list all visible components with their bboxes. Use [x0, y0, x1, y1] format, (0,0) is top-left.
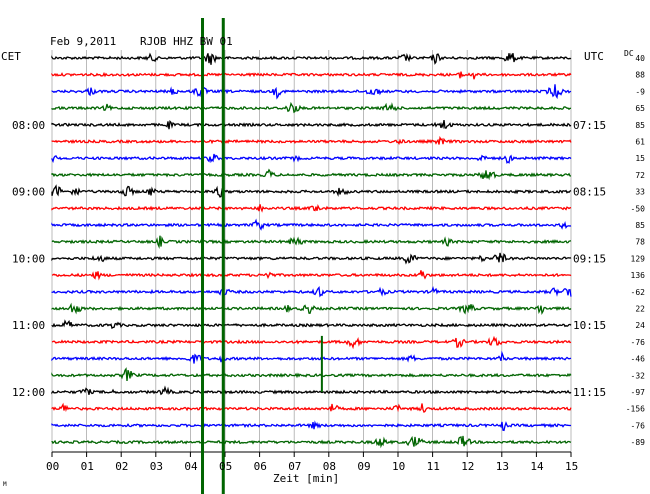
- chart-title-date: Feb 9,2011: [50, 35, 116, 48]
- x-tick-label-05: 05: [219, 460, 232, 473]
- trace-row-6: [51, 153, 572, 164]
- dc-offset-row-3: 65: [635, 104, 645, 113]
- trace-row-19: [51, 367, 572, 381]
- x-tick-label-11: 11: [427, 460, 440, 473]
- trace-row-21: [51, 402, 572, 413]
- dc-offset-row-7: 72: [635, 171, 645, 180]
- x-tick-label-00: 00: [46, 460, 59, 473]
- x-tick-label-13: 13: [496, 460, 509, 473]
- trace-row-1: [51, 71, 572, 80]
- x-tick-label-08: 08: [323, 460, 336, 473]
- trace-row-4: [51, 120, 572, 130]
- dc-offset-row-14: -62: [631, 288, 646, 297]
- x-tick-label-06: 06: [254, 460, 267, 473]
- dc-offset-row-1: 88: [635, 71, 645, 80]
- trace-row-3: [51, 101, 572, 114]
- x-tick-label-07: 07: [288, 460, 301, 473]
- x-tick-label-09: 09: [357, 460, 370, 473]
- left-time-label: 12:00: [12, 386, 45, 399]
- time-grid: [51, 50, 572, 457]
- dc-offset-row-6: 15: [635, 154, 645, 163]
- dc-offset-row-20: -97: [631, 388, 646, 397]
- trace-row-14: [51, 286, 572, 298]
- left-timezone-label: CET: [1, 50, 21, 63]
- dc-offset-row-13: 136: [631, 271, 646, 280]
- trace-row-7: [51, 168, 572, 181]
- left-time-label: 11:00: [12, 319, 45, 332]
- x-tick-label-04: 04: [184, 460, 198, 473]
- seismic-traces: [51, 52, 572, 449]
- trace-row-20: [51, 385, 572, 396]
- corner-mark: M: [3, 481, 7, 488]
- trace-row-18: [51, 350, 572, 364]
- chart-labels: 00 01 02 03 04 05 06 07 08 09 10 11 12 13 14 15 08:00 09:…: [12, 54, 645, 473]
- trace-row-12: [51, 252, 572, 265]
- dc-offset-row-17: -76: [631, 338, 646, 347]
- trace-row-10: [51, 218, 572, 231]
- x-tick-label-02: 02: [115, 460, 128, 473]
- trace-row-23: [51, 435, 572, 449]
- dc-offset-row-2: -9: [635, 87, 645, 96]
- dc-offset-row-5: 61: [635, 138, 645, 147]
- x-tick-label-12: 12: [461, 460, 474, 473]
- dc-offset-row-12: 129: [631, 254, 646, 263]
- trace-row-16: [51, 319, 572, 330]
- right-time-label: 07:15: [573, 119, 606, 132]
- x-tick-label-03: 03: [150, 460, 163, 473]
- dc-column-label: DC: [624, 49, 634, 58]
- dc-offset-row-15: 22: [635, 305, 645, 314]
- dc-offset-row-4: 85: [635, 121, 645, 130]
- x-axis-label: Zeit [min]: [273, 472, 339, 485]
- trace-row-11: [51, 235, 572, 249]
- right-time-label: 10:15: [573, 319, 606, 332]
- right-timezone-label: UTC: [584, 50, 604, 63]
- trace-row-0: [51, 52, 572, 65]
- dc-offset-row-0: 40: [635, 54, 645, 63]
- dc-offset-row-9: -50: [631, 204, 646, 213]
- trace-row-13: [51, 270, 572, 281]
- trace-row-2: [51, 84, 572, 100]
- trace-row-15: [51, 302, 572, 316]
- dc-offset-row-8: 33: [635, 188, 645, 197]
- left-time-label: 09:00: [12, 186, 45, 199]
- x-tick-label-10: 10: [392, 460, 405, 473]
- dc-offset-row-22: -76: [631, 421, 646, 430]
- left-time-label: 10:00: [12, 252, 45, 265]
- right-time-label: 08:15: [573, 186, 606, 199]
- x-tick-label-14: 14: [530, 460, 544, 473]
- trace-row-22: [51, 420, 572, 432]
- dc-offset-row-10: 85: [635, 221, 645, 230]
- trace-row-9: [51, 204, 572, 213]
- dc-offset-row-21: -156: [626, 405, 645, 414]
- dc-offset-row-23: -89: [631, 438, 646, 447]
- right-time-label: 09:15: [573, 252, 606, 265]
- x-tick-label-01: 01: [81, 460, 94, 473]
- dc-offset-row-18: -46: [631, 355, 646, 364]
- x-tick-label-15: 15: [565, 460, 578, 473]
- chart-title-station: RJOB HHZ BW 01: [140, 35, 233, 48]
- event-markers: [201, 18, 323, 494]
- dc-offset-row-19: -32: [631, 371, 646, 380]
- left-time-label: 08:00: [12, 119, 45, 132]
- dc-offset-row-11: 78: [635, 238, 645, 247]
- trace-row-5: [51, 135, 572, 146]
- trace-row-17: [51, 335, 572, 350]
- right-time-label: 11:15: [573, 386, 606, 399]
- trace-row-8: [51, 184, 572, 198]
- dc-offset-row-16: 24: [635, 321, 645, 330]
